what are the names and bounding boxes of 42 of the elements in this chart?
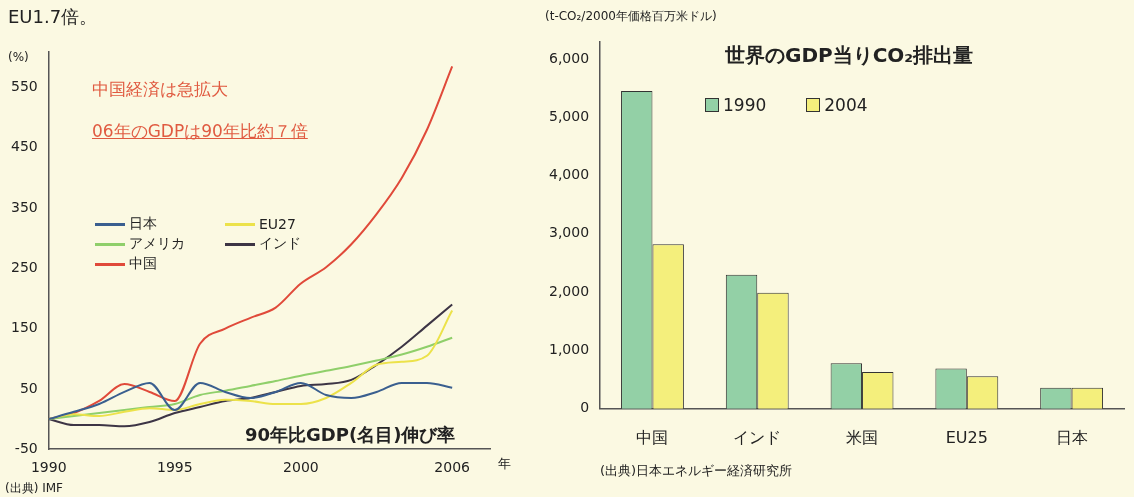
legend-label: 日本: [129, 215, 157, 233]
y-tick-label: 250: [10, 259, 38, 276]
legend-label: アメリカ: [129, 235, 185, 253]
y-tick-label: 6,000: [548, 49, 590, 66]
x-tick-label: 1990: [30, 459, 67, 476]
y-tick-label: 3,000: [548, 224, 590, 241]
y-tick-label: 150: [10, 319, 38, 336]
x-tick-label: 中国: [636, 427, 669, 447]
text: (出典) IMF: [5, 480, 63, 497]
text: 90年比GDP(名目)伸び率: [245, 423, 456, 447]
legend-label: 中国: [129, 255, 157, 273]
y-tick-label: 350: [10, 198, 38, 215]
legend-label: インド: [259, 235, 301, 253]
y-tick-label: 0: [580, 399, 590, 416]
y-tick-label: -50: [14, 439, 38, 456]
chart-title: 世界のGDP当りCO₂排出量: [725, 42, 974, 69]
annotation: 中国経済は急拡大: [92, 78, 228, 101]
legend-label: 2004: [824, 95, 868, 115]
y-tick-label: 550: [10, 78, 38, 95]
x-tick-label: EU25: [945, 427, 988, 447]
y-tick-label: 2,000: [548, 282, 590, 299]
y-axis-title: (t-CO₂/2000年価格百万米ドル): [545, 8, 717, 25]
x-tick-label: 1995: [156, 459, 193, 476]
x-axis-title: 年: [498, 455, 511, 473]
legend-label: 1990: [723, 95, 767, 115]
line-series: [48, 381, 454, 421]
x-tick-label: 2000: [283, 459, 319, 476]
annotation: 06年のGDPは90年比約７倍: [92, 120, 308, 143]
text: (出典)日本エネルギー経済研究所: [600, 462, 793, 480]
x-tick-label: 米国: [846, 427, 879, 447]
y-tick-label: 5,000: [548, 107, 590, 124]
x-tick-label: 2006: [434, 459, 471, 476]
x-tick-label: インド: [733, 427, 782, 447]
text: EU1.7倍。: [8, 5, 98, 29]
y-tick-label: 1,000: [548, 341, 590, 358]
y-tick-label: 50: [19, 379, 38, 396]
y-tick-label: 4,000: [548, 166, 590, 183]
legend-label: EU27: [259, 216, 296, 232]
line-series: [48, 336, 454, 421]
x-tick-label: 日本: [1055, 427, 1088, 447]
y-axis-title: (%): [8, 50, 29, 64]
y-tick-label: 450: [10, 138, 38, 155]
